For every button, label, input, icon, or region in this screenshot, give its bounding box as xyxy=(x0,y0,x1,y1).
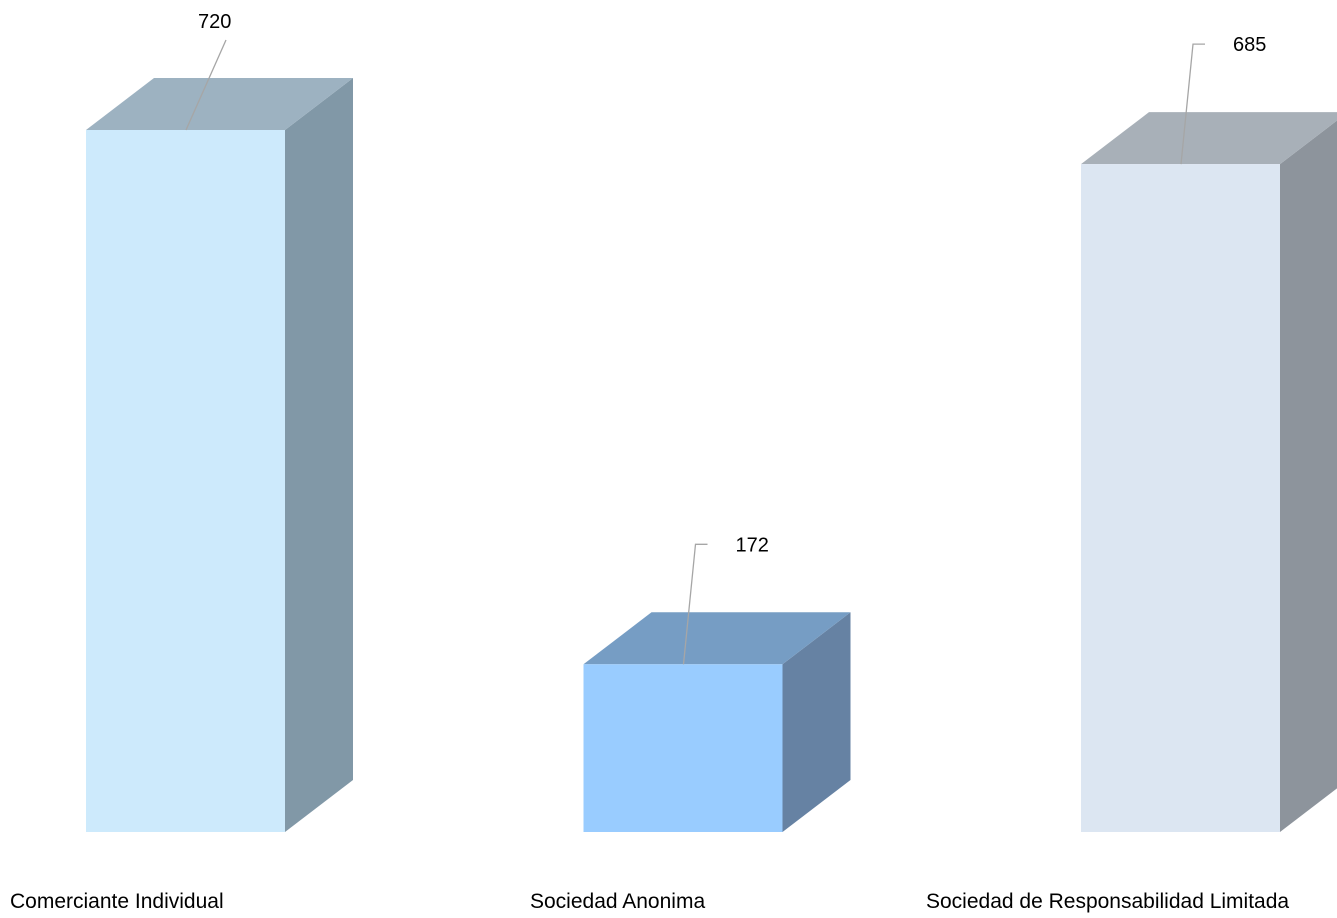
leader-line xyxy=(185,39,227,131)
category-label: Sociedad de Responsabilidad Limitada xyxy=(926,890,1289,913)
bar-front-face xyxy=(583,664,783,832)
bar-front-face xyxy=(1081,164,1280,832)
bar-side-face xyxy=(285,78,353,832)
bar-side-face xyxy=(1280,120,1337,832)
bar-3 xyxy=(1081,112,1337,832)
data-label: 685 xyxy=(1233,34,1266,56)
category-label: Comerciante Individual xyxy=(10,890,224,913)
leader-line xyxy=(682,543,708,665)
data-label: 172 xyxy=(736,534,769,556)
bar-top-face xyxy=(1081,112,1337,165)
category-label: Sociedad Anonima xyxy=(530,890,705,913)
leader-line xyxy=(1180,43,1205,165)
bar-side-face xyxy=(782,612,851,832)
data-label: 720 xyxy=(198,11,231,33)
bar-top-face xyxy=(583,612,851,665)
bar-top-face xyxy=(86,78,353,130)
bar-front-face xyxy=(86,130,285,832)
bar-2 xyxy=(583,612,851,832)
bar-1 xyxy=(86,78,353,832)
